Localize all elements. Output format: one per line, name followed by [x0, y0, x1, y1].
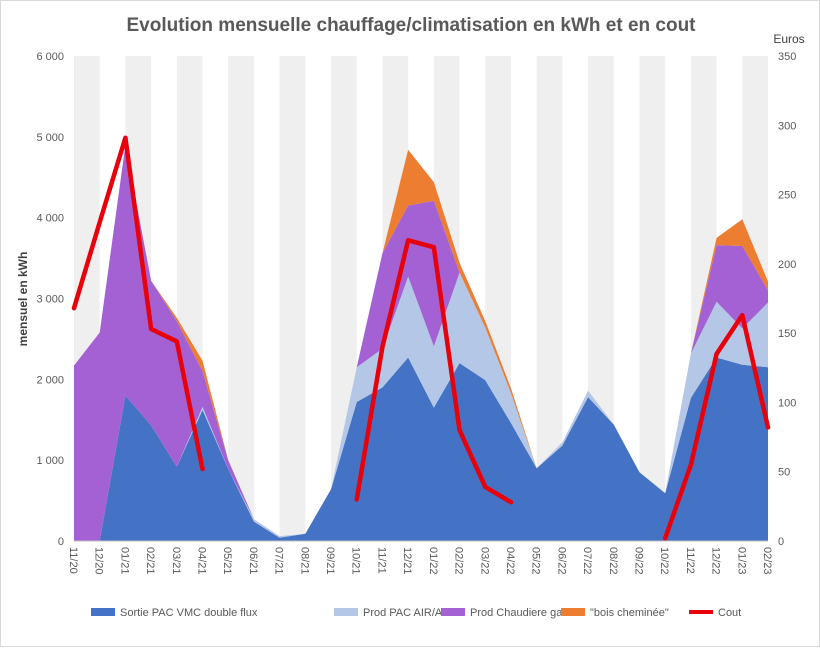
x-tick-label: 03/21 — [170, 547, 182, 575]
x-tick-label: 02/21 — [144, 547, 156, 575]
primary-axis-title: mensuel en kWh — [16, 252, 30, 347]
x-tick-label: 07/21 — [273, 547, 285, 575]
x-tick-label: 08/22 — [607, 547, 619, 575]
band-6 — [228, 56, 254, 541]
y-tick-label: 6 000 — [36, 51, 64, 63]
x-tick-label: 11/21 — [375, 547, 387, 574]
y2-tick-label: 0 — [778, 536, 784, 548]
legend: Sortie PAC VMC double flux Prod PAC AIR/A… — [91, 607, 741, 619]
primary-y-ticks: 0 1 000 2 000 3 000 4 000 5 000 6 000 — [36, 51, 64, 548]
x-tick-label: 12/22 — [710, 547, 722, 575]
x-tick-label: 01/21 — [118, 547, 130, 575]
area-series-prod-pac-air-air — [74, 272, 768, 541]
legend-swatch — [91, 608, 115, 616]
x-tick-label: 11/22 — [684, 547, 696, 574]
x-tick-label: 04/22 — [504, 547, 516, 575]
y-tick-label: 2 000 — [36, 374, 64, 386]
x-tick-label: 12/21 — [401, 547, 413, 575]
x-tick-label: 01/22 — [427, 547, 439, 575]
x-tick-label: 06/22 — [555, 547, 567, 575]
secondary-y-ticks: 0 50 100 150 200 250 300 350 — [778, 51, 796, 548]
secondary-axis-title: Euros — [773, 32, 804, 46]
line-series-cout-segment-0 — [71, 135, 205, 472]
y-tick-label: 1 000 — [36, 455, 64, 467]
legend-swatch — [441, 608, 465, 616]
x-tick-label: 01/23 — [735, 547, 747, 575]
y2-tick-label: 150 — [778, 328, 796, 340]
band-22 — [639, 56, 666, 541]
y2-tick-label: 100 — [778, 397, 796, 409]
x-tick-label: 02/23 — [761, 547, 773, 575]
chart-title: Evolution mensuelle chauffage/climatisat… — [126, 15, 696, 36]
x-tick-label: 02/22 — [453, 547, 465, 575]
area-series-sortie-pac-vmc-double-flux — [74, 357, 768, 541]
x-tick-label: 07/22 — [581, 547, 593, 575]
y-tick-label: 5 000 — [36, 132, 64, 144]
legend-label: Cout — [718, 607, 741, 619]
stacked-areas — [74, 144, 768, 541]
legend-label: Prod Chaudiere gaz — [470, 607, 568, 619]
legend-label: Prod PAC AIR/AIR — [363, 607, 453, 619]
x-ticks: 11/20 12/20 01/21 02/21 03/21 04/21 05/21 06/21… — [67, 547, 773, 575]
x-tick-label: 03/22 — [478, 547, 490, 575]
y-tick-label: 3 000 — [36, 294, 64, 306]
line-series-cout-segment-2 — [662, 312, 771, 541]
legend-swatch — [561, 608, 585, 616]
x-tick-label: 09/22 — [632, 547, 644, 575]
x-tick-label: 10/21 — [350, 547, 362, 575]
y-tick-label: 0 — [58, 536, 64, 548]
band-8 — [279, 56, 306, 541]
x-tick-label: 04/21 — [196, 547, 208, 575]
y2-tick-label: 300 — [778, 120, 796, 132]
y2-tick-label: 250 — [778, 190, 796, 202]
y-tick-label: 4 000 — [36, 213, 64, 225]
y2-tick-label: 350 — [778, 51, 796, 63]
legend-swatch — [334, 608, 358, 616]
cost-line-layer — [71, 135, 771, 541]
x-tick-label: 09/21 — [324, 547, 336, 575]
x-tick-label: 05/22 — [530, 547, 542, 575]
line-series-cout-segment-1 — [354, 238, 514, 505]
legend-label: "bois cheminée" — [590, 607, 669, 619]
y2-tick-label: 200 — [778, 259, 796, 271]
legend-label: Sortie PAC VMC double flux — [120, 607, 258, 619]
x-tick-label: 06/21 — [247, 547, 259, 575]
x-tick-label: 08/21 — [298, 547, 310, 575]
x-tick-label: 11/20 — [67, 547, 79, 574]
y2-tick-label: 50 — [778, 467, 790, 479]
area-series-prod-chaudiere-gaz — [74, 144, 768, 541]
x-tick-label: 10/22 — [658, 547, 670, 575]
x-tick-label: 12/20 — [93, 547, 105, 575]
x-tick-label: 05/21 — [221, 547, 233, 575]
